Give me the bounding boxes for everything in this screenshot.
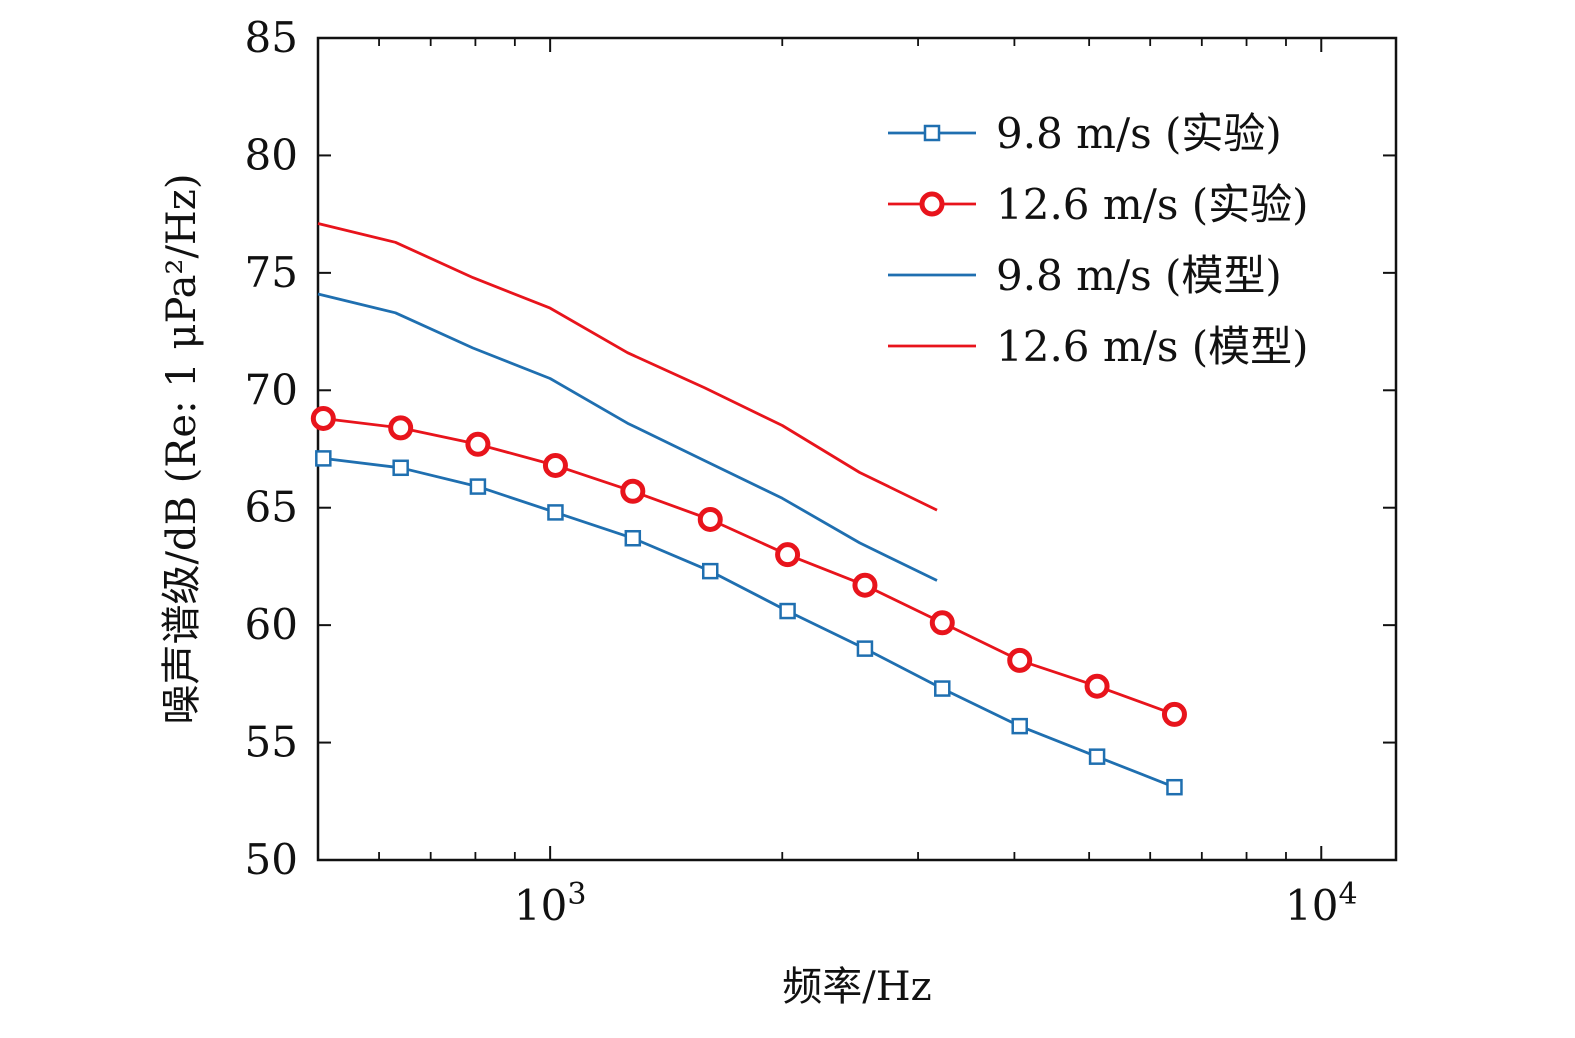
circle-marker-point — [465, 431, 491, 457]
y-tick-label: 85 — [245, 13, 298, 62]
y-tick-label: 80 — [245, 130, 298, 179]
y-tick-label: 55 — [245, 718, 298, 767]
legend-label-3: 9.8 m/s (模型) — [996, 251, 1282, 300]
series-line-2 — [323, 417, 1175, 716]
square-marker-point — [547, 504, 564, 521]
x-tick-label: 104 — [1285, 877, 1358, 930]
legend-label-2: 12.6 m/s (实验) — [996, 180, 1309, 229]
square-marker-point — [934, 680, 951, 697]
square-marker-point — [1011, 717, 1028, 735]
square-marker-point — [779, 602, 796, 620]
legend-square-marker — [923, 124, 941, 142]
y-tick-label: 60 — [245, 600, 298, 649]
y-axis-title: 噪声谱级/dB (Re: 1 μPa²/Hz) — [159, 174, 205, 725]
square-marker-point — [1166, 778, 1183, 796]
x-tick-label: 103 — [514, 877, 587, 930]
circle-marker-point — [388, 415, 414, 441]
y-tick-label: 50 — [245, 835, 298, 884]
circle-marker-point — [542, 452, 568, 478]
series-line-1 — [323, 457, 1176, 789]
square-marker-point — [624, 529, 642, 547]
y-tick-label: 65 — [245, 483, 298, 532]
circle-marker-point — [310, 405, 336, 431]
square-marker-point — [1088, 748, 1106, 765]
circle-marker-point — [1161, 701, 1187, 727]
circle-marker-point — [852, 572, 878, 598]
square-marker-point — [315, 450, 332, 467]
plot-frame — [316, 36, 1398, 862]
series-line-4 — [317, 222, 938, 512]
circle-marker-point — [1007, 647, 1033, 673]
circle-marker-point — [1084, 673, 1110, 699]
square-marker-point — [392, 459, 409, 477]
legend-label-1: 9.8 m/s (实验) — [996, 109, 1282, 158]
legend-label-4: 12.6 m/s (模型) — [996, 322, 1309, 371]
circle-marker-point — [775, 542, 801, 568]
circle-marker-point — [697, 506, 723, 532]
square-marker-point — [701, 562, 719, 580]
x-axis-title: 频率/Hz — [782, 964, 931, 1010]
series-line-3 — [317, 292, 938, 582]
legend-circle-marker — [919, 191, 945, 217]
square-marker-point — [469, 478, 487, 495]
circle-marker-point — [929, 610, 955, 636]
square-marker-point — [856, 640, 874, 657]
circle-marker-point — [620, 478, 646, 504]
y-tick-label: 75 — [245, 248, 298, 297]
y-tick-label: 70 — [245, 365, 298, 414]
